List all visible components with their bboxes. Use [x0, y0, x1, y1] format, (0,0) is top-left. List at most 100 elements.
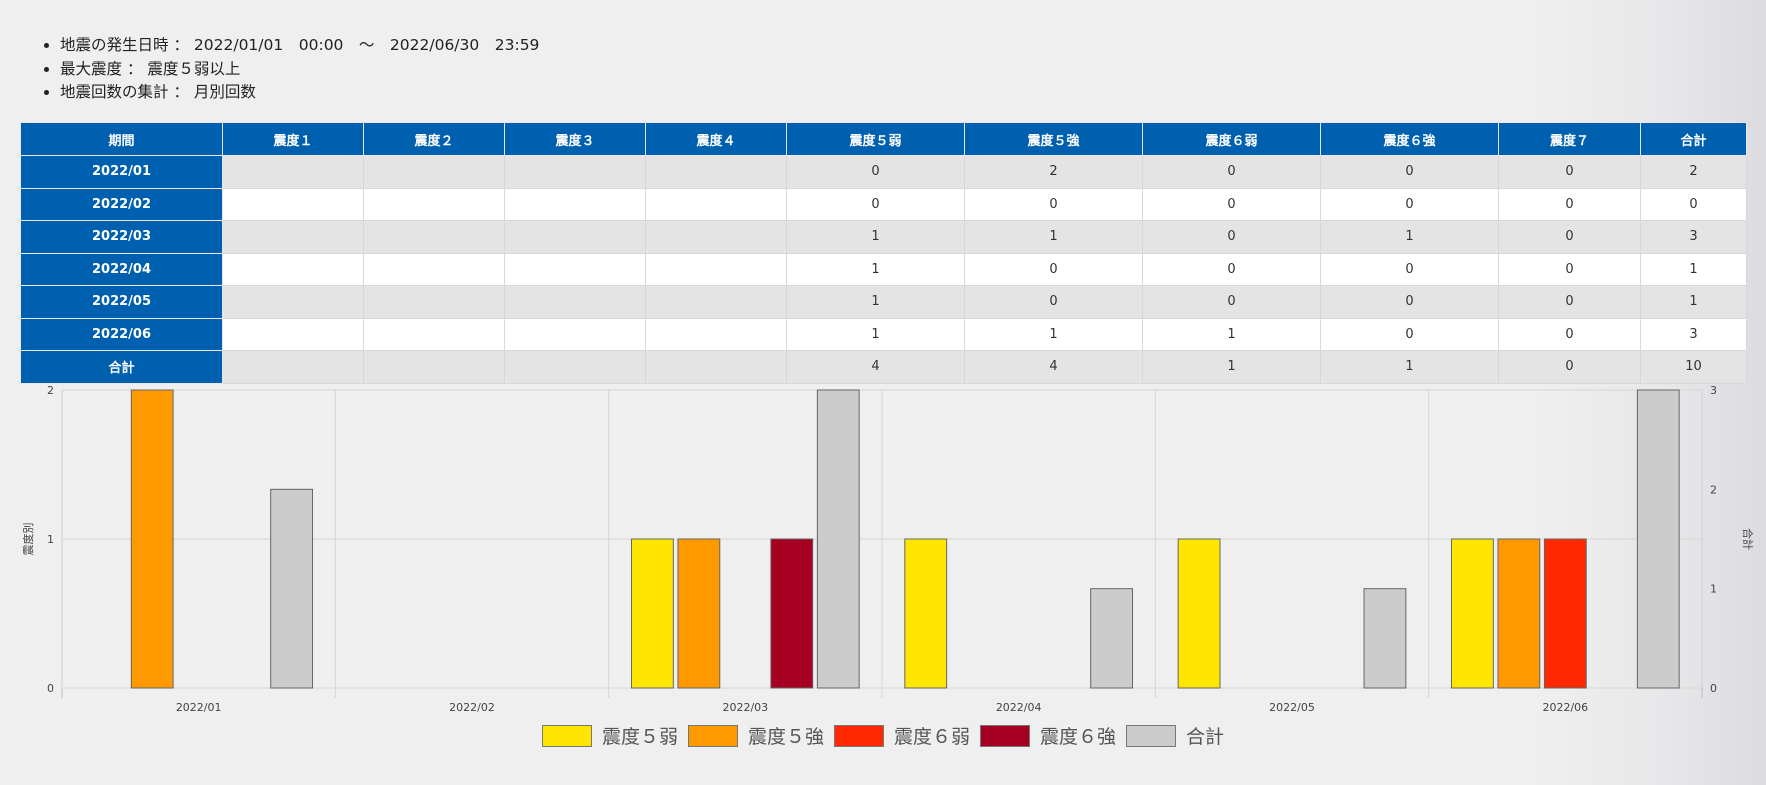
condition-value: 月別回数	[193, 83, 256, 101]
table-row: 合計 4 4 1 1 0 10	[20, 350, 1747, 384]
x-tick-label: 2022/04	[996, 701, 1042, 714]
table-cell: 1	[1142, 317, 1321, 351]
table-cell: 4	[964, 350, 1143, 384]
legend-label: 震度６強	[1040, 726, 1117, 748]
y-tick-label: 0	[47, 682, 54, 695]
y2-axis-title: 合計	[1741, 528, 1755, 550]
legend-item[interactable]: 震度６弱	[833, 722, 970, 749]
table-cell	[222, 220, 364, 254]
table-cell: 1	[786, 285, 965, 319]
bar	[1497, 538, 1541, 689]
condition-value: 2022/01/01 00:00 ～ 2022/06/30 23:59	[193, 36, 540, 54]
legend-swatch	[833, 724, 884, 747]
table-cell: 1	[786, 317, 965, 351]
y-axis-title: 震度別	[21, 523, 35, 556]
table-row: 2022/05 1 0 0 0 0 1	[20, 285, 1747, 319]
legend-label: 震度５弱	[601, 726, 678, 748]
table-header-cell: 震度１	[222, 122, 364, 156]
y-tick-label: 1	[47, 533, 54, 546]
table-row: 2022/06 1 1 1 0 0 3	[20, 317, 1747, 351]
y2-tick-label: 1	[1710, 583, 1717, 596]
table-cell	[645, 155, 787, 189]
table-row: 2022/03 1 1 0 1 0 3	[20, 220, 1747, 254]
table-cell	[645, 285, 787, 319]
legend-label: 合計	[1186, 726, 1225, 748]
condition-label: 地震回数の集計	[60, 83, 169, 101]
bar	[1090, 588, 1134, 689]
table-row: 2022/02 0 0 0 0 0 0	[20, 187, 1747, 221]
table-cell: 2	[964, 155, 1143, 189]
table-cell: 0	[786, 155, 965, 189]
table-cell: 2	[1640, 155, 1747, 189]
table-cell: 3	[1640, 220, 1747, 254]
table-row: 2022/04 1 0 0 0 0 1	[20, 252, 1747, 286]
table-cell: 0	[1498, 187, 1641, 221]
table-cell: 0	[1498, 317, 1641, 351]
bar	[677, 538, 721, 689]
table-period-cell: 2022/02	[20, 187, 223, 221]
condition-label: 最大震度	[60, 59, 123, 78]
table-cell	[222, 187, 364, 221]
condition-value: 震度５弱以上	[147, 59, 241, 78]
table-cell: 0	[1320, 187, 1499, 221]
table-cell: 0	[1142, 252, 1321, 286]
table-cell: 4	[786, 350, 965, 384]
legend-label: 震度６弱	[893, 726, 970, 748]
table-header-row: 期間 震度１ 震度２ 震度３ 震度４ 震度５弱 震度５強 震度６弱 震度６強 震度７ 合計	[20, 122, 1747, 156]
table-cell: 0	[1498, 252, 1641, 286]
intensity-bar-chart: 0 1 2 0 1 2 3 震度別 合計 2022/01 2022/02 2022/03 2022/04…	[21, 384, 1755, 714]
table-cell	[363, 285, 505, 319]
table-cell: 1	[1640, 252, 1747, 286]
table-cell: 1	[964, 220, 1143, 254]
table-cell: 1	[1320, 220, 1499, 254]
table-header-cell: 震度２	[363, 122, 505, 156]
table-cell: 0	[1320, 252, 1499, 286]
table-cell	[504, 220, 646, 254]
bar	[630, 538, 674, 689]
table-header-cell: 震度３	[504, 122, 646, 156]
condition-label: 地震の発生日時	[60, 36, 169, 54]
table-cell	[504, 285, 646, 319]
x-tick-label: 2022/01	[176, 701, 222, 714]
table-header-cell: 震度５強	[964, 122, 1143, 156]
table-cell: 1	[964, 317, 1143, 351]
table-row: 2022/01 0 2 0 0 0 2	[20, 155, 1747, 189]
table-period-cell: 2022/03	[20, 220, 223, 254]
table-header-cell: 合計	[1640, 122, 1747, 156]
chart-legend: 震度５弱 震度５強 震度６弱 震度６強 合計	[0, 722, 1766, 749]
table-cell: 1	[1320, 350, 1499, 384]
table-cell: 0	[1498, 220, 1641, 254]
table-cell: 0	[1498, 285, 1641, 319]
x-tick-label: 2022/03	[722, 701, 768, 714]
table-cell	[504, 155, 646, 189]
x-tick-label: 2022/06	[1542, 701, 1588, 714]
table-cell: 1	[786, 252, 965, 286]
table-cell: 0	[1320, 155, 1499, 189]
bar	[904, 538, 948, 689]
table-cell	[645, 317, 787, 351]
legend-item[interactable]: 震度６強	[980, 722, 1116, 749]
legend-label: 震度５強	[747, 726, 824, 748]
legend-item[interactable]: 震度５弱	[541, 722, 678, 749]
table-cell	[645, 350, 787, 384]
table-cell	[504, 350, 646, 384]
legend-swatch	[980, 724, 1030, 747]
bar	[130, 389, 174, 689]
table-cell	[363, 220, 505, 254]
table-cell: 10	[1640, 350, 1747, 384]
condition-separator: ：	[173, 36, 189, 54]
bar	[1177, 538, 1221, 689]
bar	[1363, 588, 1407, 689]
table-cell: 0	[964, 252, 1143, 286]
legend-item[interactable]: 震度５強	[687, 722, 824, 749]
table-period-cell: 2022/01	[20, 155, 223, 189]
bar	[1543, 538, 1587, 689]
legend-item[interactable]: 合計	[1126, 722, 1224, 749]
table-cell	[222, 155, 364, 189]
table-cell: 0	[1320, 317, 1499, 351]
table-cell	[504, 252, 646, 286]
legend-swatch	[687, 724, 738, 747]
y2-tick-label: 3	[1710, 384, 1717, 397]
table-cell: 0	[1498, 350, 1641, 384]
table-period-cell: 2022/06	[20, 317, 223, 351]
